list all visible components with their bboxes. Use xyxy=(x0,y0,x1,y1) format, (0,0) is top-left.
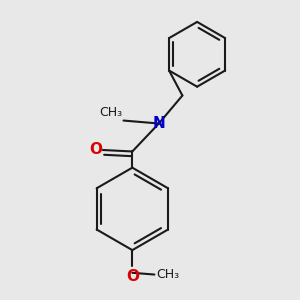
Text: N: N xyxy=(152,116,165,131)
Text: CH₃: CH₃ xyxy=(156,268,179,281)
Text: O: O xyxy=(126,269,139,284)
Text: O: O xyxy=(89,142,102,158)
Text: CH₃: CH₃ xyxy=(99,106,122,119)
